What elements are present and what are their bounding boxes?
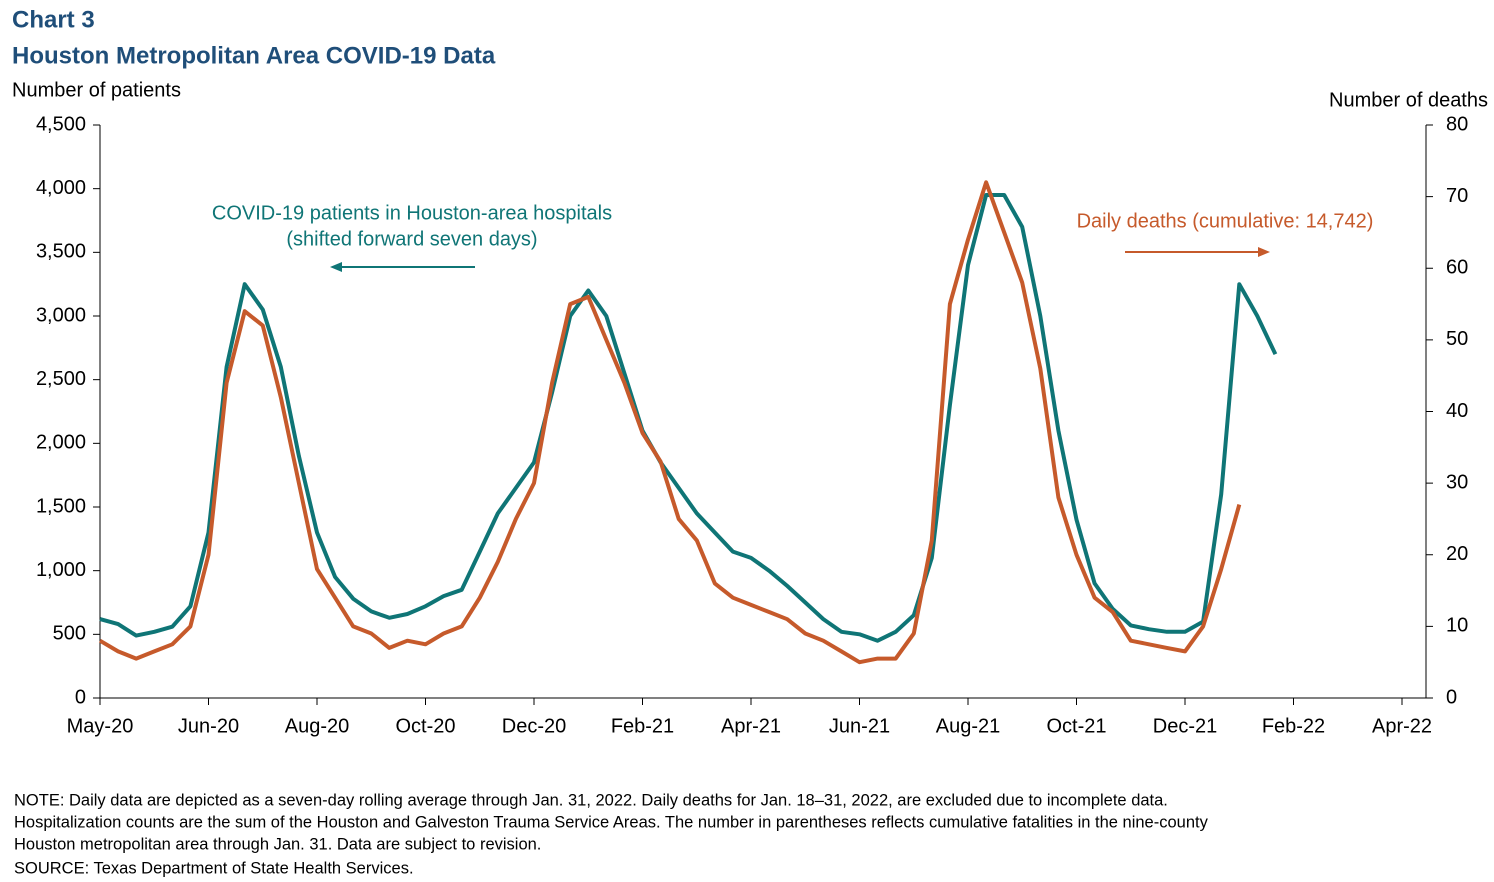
y-tick-label: 3,000 (36, 304, 86, 326)
y-tick-label: 1,500 (36, 495, 86, 517)
y-tick-label: 4,500 (36, 113, 86, 135)
x-tick-label: Dec-20 (502, 715, 566, 737)
annotation: (shifted forward seven days) (286, 228, 537, 250)
y2-tick-label: 50 (1446, 328, 1468, 350)
y2-tick-label: 40 (1446, 400, 1468, 422)
annotation: COVID-19 patients in Houston-area hospit… (212, 202, 612, 224)
y2-tick-label: 0 (1446, 686, 1457, 708)
arrow (1125, 247, 1270, 257)
chart-supertitle: Chart 3 (12, 6, 95, 33)
y2-tick-label: 20 (1446, 543, 1468, 565)
y-tick-label: 3,500 (36, 241, 86, 263)
x-tick-label: Feb-21 (611, 715, 674, 737)
chart-title: Houston Metropolitan Area COVID-19 Data (12, 42, 496, 69)
x-tick-label: Aug-20 (285, 715, 350, 737)
note: NOTE: Daily data are depicted as a seven… (14, 791, 1168, 809)
x-tick-label: Feb-22 (1262, 715, 1325, 737)
arrow (330, 262, 475, 272)
y-tick-label: 2,500 (36, 368, 86, 390)
x-tick-label: Oct-21 (1046, 715, 1106, 737)
x-tick-label: Oct-20 (395, 715, 455, 737)
y2-tick-label: 70 (1446, 185, 1468, 207)
y-tick-label: 0 (75, 686, 86, 708)
y2-tick-label: 80 (1446, 113, 1468, 135)
y-tick-label: 500 (53, 623, 86, 645)
y-tick-label: 1,000 (36, 559, 86, 581)
x-tick-label: Apr-22 (1372, 715, 1432, 737)
annotation: Daily deaths (cumulative: 14,742) (1077, 210, 1374, 232)
x-tick-label: May-20 (67, 715, 134, 737)
y-tick-label: 4,000 (36, 177, 86, 199)
y-axis-label: Number of patients (12, 79, 181, 101)
x-tick-label: Jun-20 (178, 715, 239, 737)
y2-tick-label: 60 (1446, 257, 1468, 279)
y-tick-label: 2,000 (36, 432, 86, 454)
x-tick-label: Jun-21 (829, 715, 890, 737)
y2-tick-label: 30 (1446, 471, 1468, 493)
series-line (98, 180, 1242, 665)
note: Hospitalization counts are the sum of th… (14, 813, 1209, 831)
x-tick-label: Aug-21 (936, 715, 1001, 737)
y2-tick-label: 10 (1446, 615, 1468, 637)
note: Houston metropolitan area through Jan. 3… (14, 835, 541, 853)
x-tick-label: Apr-21 (721, 715, 781, 737)
x-tick-label: Dec-21 (1153, 715, 1217, 737)
series-line (99, 193, 1278, 643)
source: SOURCE: Texas Department of State Health… (14, 859, 414, 877)
y2-axis-label: Number of deaths (1329, 89, 1488, 111)
